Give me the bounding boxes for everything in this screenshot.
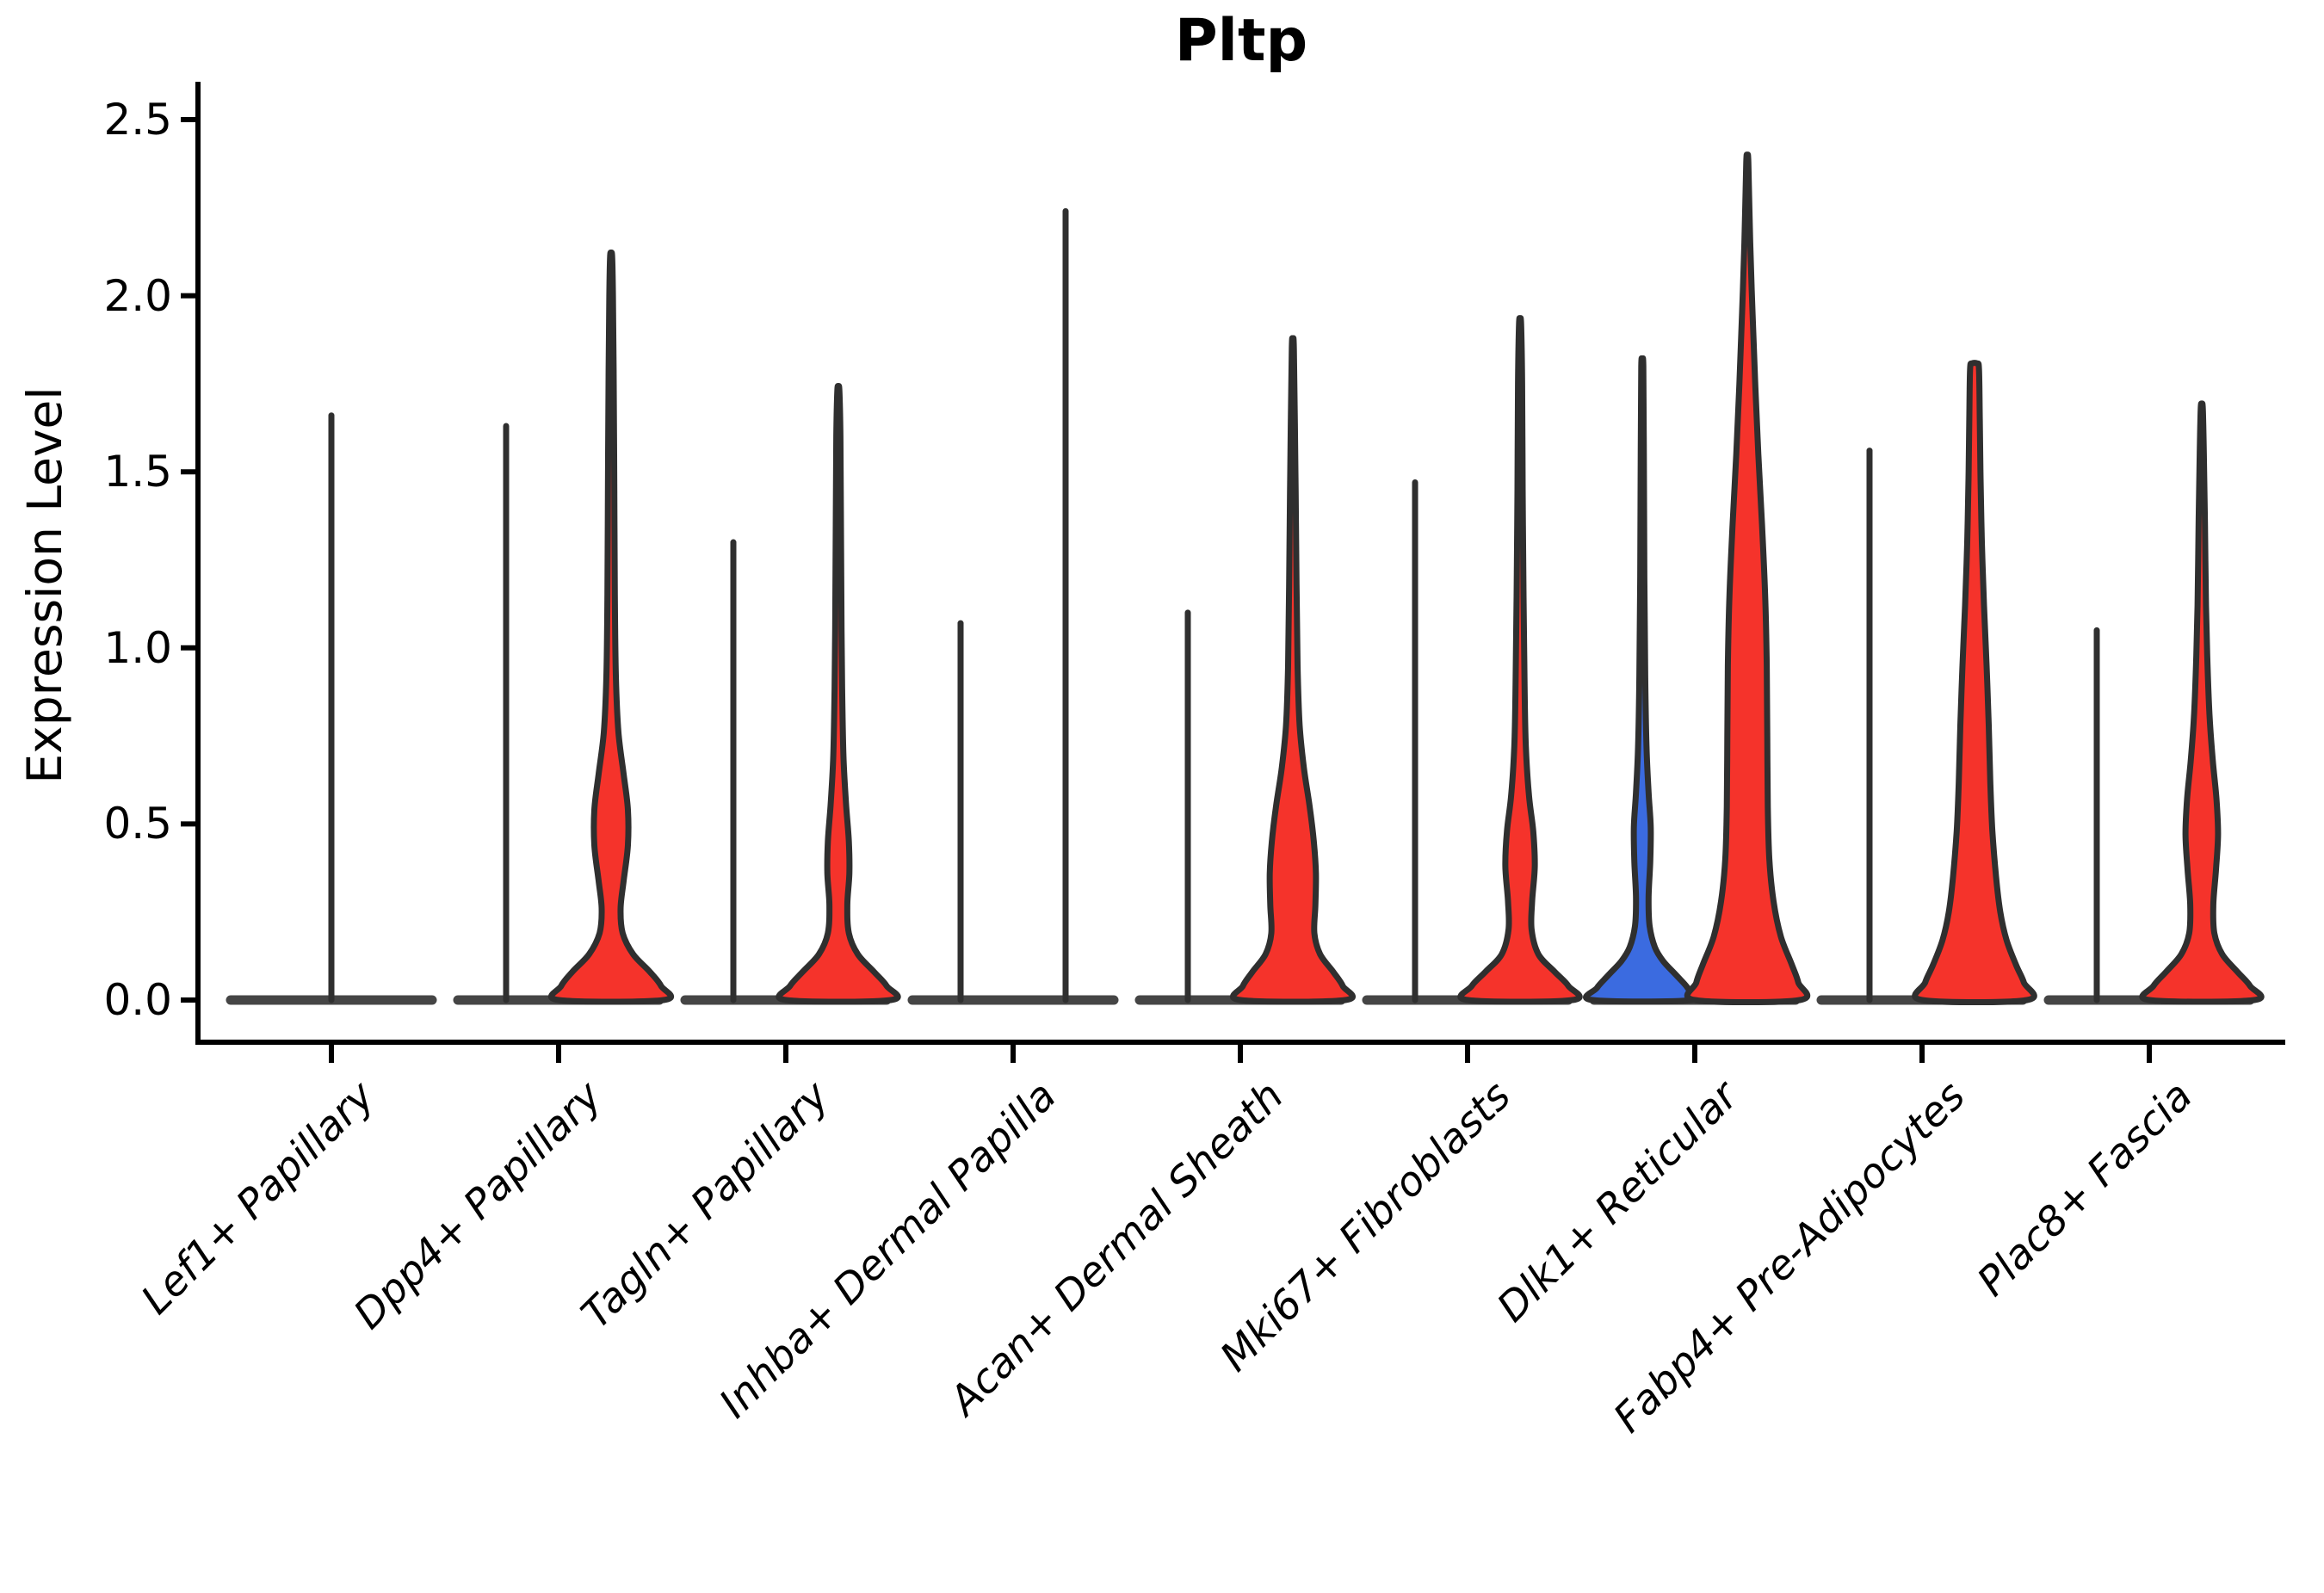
- plot-canvas: [181, 82, 2285, 1063]
- violin-figure: Pltp Expression Level 0.0 0.5 1.0 1.5 2.0 2.5…: [17, 7, 2285, 1442]
- y-tick-label: 1.5: [103, 447, 172, 497]
- violin-red: [1230, 335, 1356, 1005]
- chart-title: Pltp: [1174, 7, 1308, 75]
- violin-red: [776, 383, 901, 1005]
- y-tick-label: 1.0: [103, 622, 172, 673]
- violin-red: [1912, 360, 2037, 1006]
- violin-red: [1457, 315, 1583, 1005]
- y-tick-label: 0.5: [103, 799, 172, 849]
- y-tick-label: 2.5: [103, 95, 172, 145]
- violin-red: [2139, 400, 2265, 1005]
- violin-blue: [1583, 355, 1702, 1005]
- y-tick-label: 0.0: [103, 975, 172, 1025]
- violin-red: [548, 250, 674, 1005]
- y-tick-label: 2.0: [103, 270, 172, 321]
- violin-red: [1684, 151, 1811, 1006]
